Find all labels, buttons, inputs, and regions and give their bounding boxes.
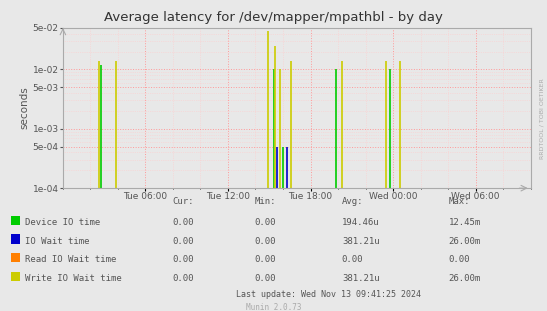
Text: 26.00m: 26.00m xyxy=(449,237,481,245)
Text: 0.00: 0.00 xyxy=(172,218,194,227)
Text: Write IO Wait time: Write IO Wait time xyxy=(25,274,122,283)
Text: RRDTOOL / TOBI OETIKER: RRDTOOL / TOBI OETIKER xyxy=(539,78,544,159)
Text: 0.00: 0.00 xyxy=(172,274,194,283)
Text: 0.00: 0.00 xyxy=(254,274,276,283)
Text: 0.00: 0.00 xyxy=(254,237,276,245)
Text: IO Wait time: IO Wait time xyxy=(25,237,90,245)
Text: 381.21u: 381.21u xyxy=(342,274,380,283)
Text: 12.45m: 12.45m xyxy=(449,218,481,227)
Text: Device IO time: Device IO time xyxy=(25,218,101,227)
Text: 0.00: 0.00 xyxy=(254,218,276,227)
Text: 0.00: 0.00 xyxy=(254,255,276,264)
Text: 0.00: 0.00 xyxy=(172,237,194,245)
Text: 0.00: 0.00 xyxy=(342,255,363,264)
Text: Read IO Wait time: Read IO Wait time xyxy=(25,255,117,264)
Text: Average latency for /dev/mapper/mpathbl - by day: Average latency for /dev/mapper/mpathbl … xyxy=(104,11,443,24)
Text: 381.21u: 381.21u xyxy=(342,237,380,245)
Text: 26.00m: 26.00m xyxy=(449,274,481,283)
Text: Min:: Min: xyxy=(254,197,276,206)
Text: Avg:: Avg: xyxy=(342,197,363,206)
Text: 0.00: 0.00 xyxy=(449,255,470,264)
Text: Max:: Max: xyxy=(449,197,470,206)
Y-axis label: seconds: seconds xyxy=(20,87,30,129)
Text: 194.46u: 194.46u xyxy=(342,218,380,227)
Text: Cur:: Cur: xyxy=(172,197,194,206)
Text: 0.00: 0.00 xyxy=(172,255,194,264)
Text: Munin 2.0.73: Munin 2.0.73 xyxy=(246,303,301,311)
Text: Last update: Wed Nov 13 09:41:25 2024: Last update: Wed Nov 13 09:41:25 2024 xyxy=(236,290,421,299)
